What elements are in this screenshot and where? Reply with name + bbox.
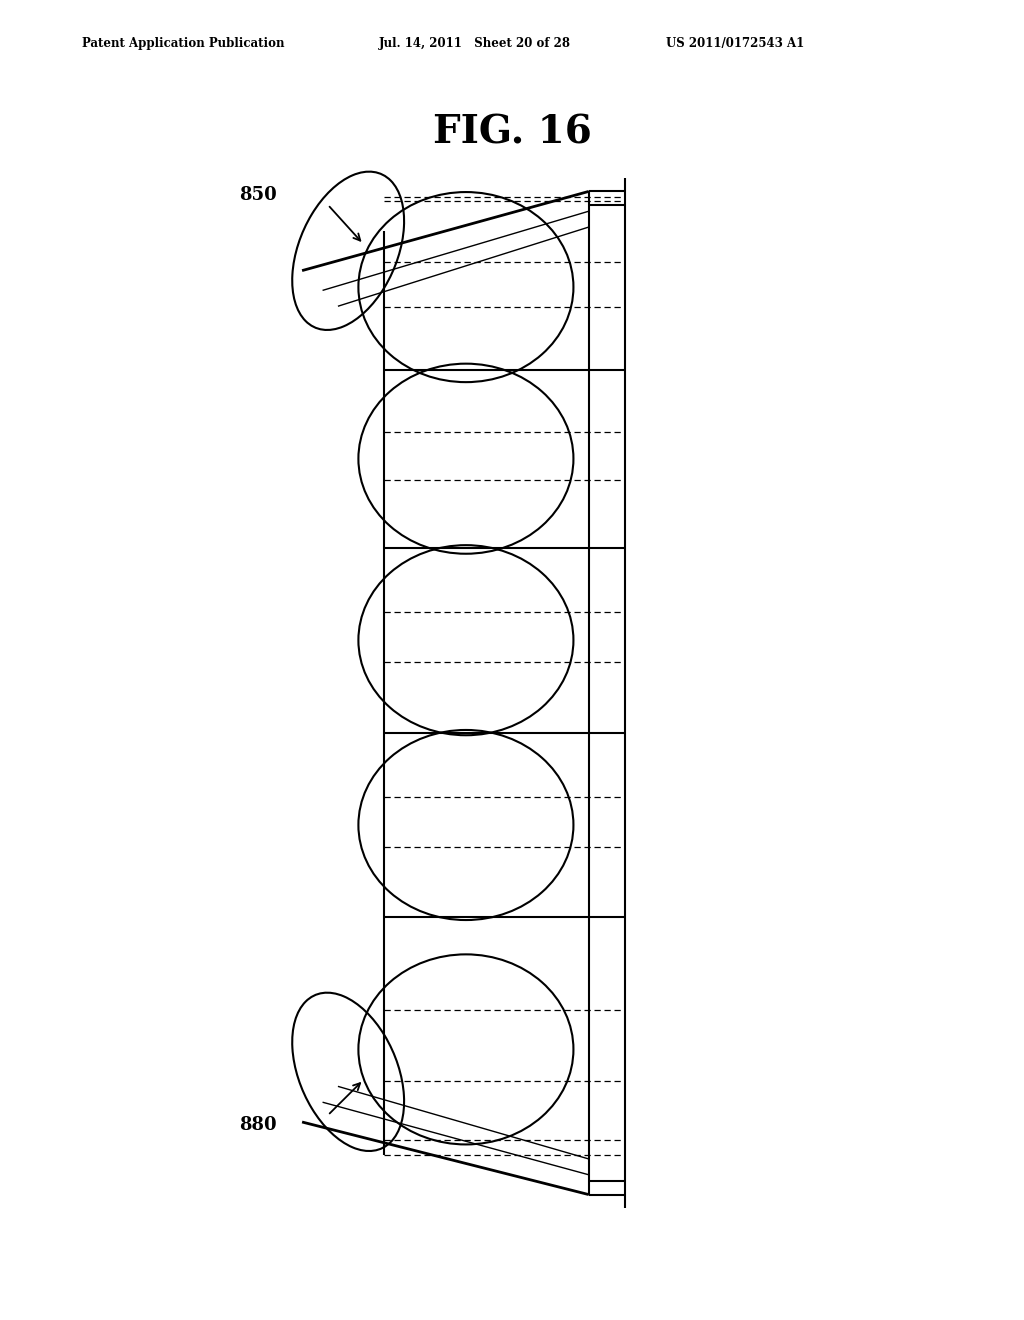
Text: 880: 880: [239, 1115, 276, 1134]
Text: FIG. 16: FIG. 16: [432, 114, 592, 150]
Text: US 2011/0172543 A1: US 2011/0172543 A1: [666, 37, 804, 50]
Text: Jul. 14, 2011   Sheet 20 of 28: Jul. 14, 2011 Sheet 20 of 28: [379, 37, 571, 50]
Text: Patent Application Publication: Patent Application Publication: [82, 37, 285, 50]
Text: 850: 850: [239, 186, 276, 205]
